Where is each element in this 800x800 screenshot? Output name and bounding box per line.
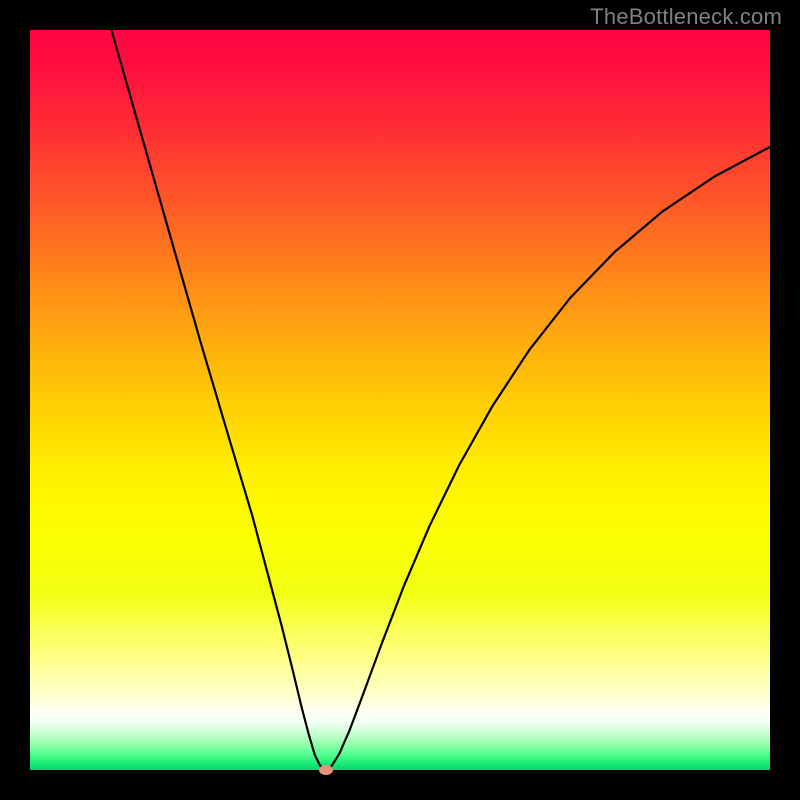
vertex-marker	[319, 765, 333, 775]
watermark-text: TheBottleneck.com	[590, 4, 782, 30]
gradient-background	[30, 30, 770, 770]
bottleneck-chart	[0, 0, 800, 800]
chart-frame: TheBottleneck.com	[0, 0, 800, 800]
